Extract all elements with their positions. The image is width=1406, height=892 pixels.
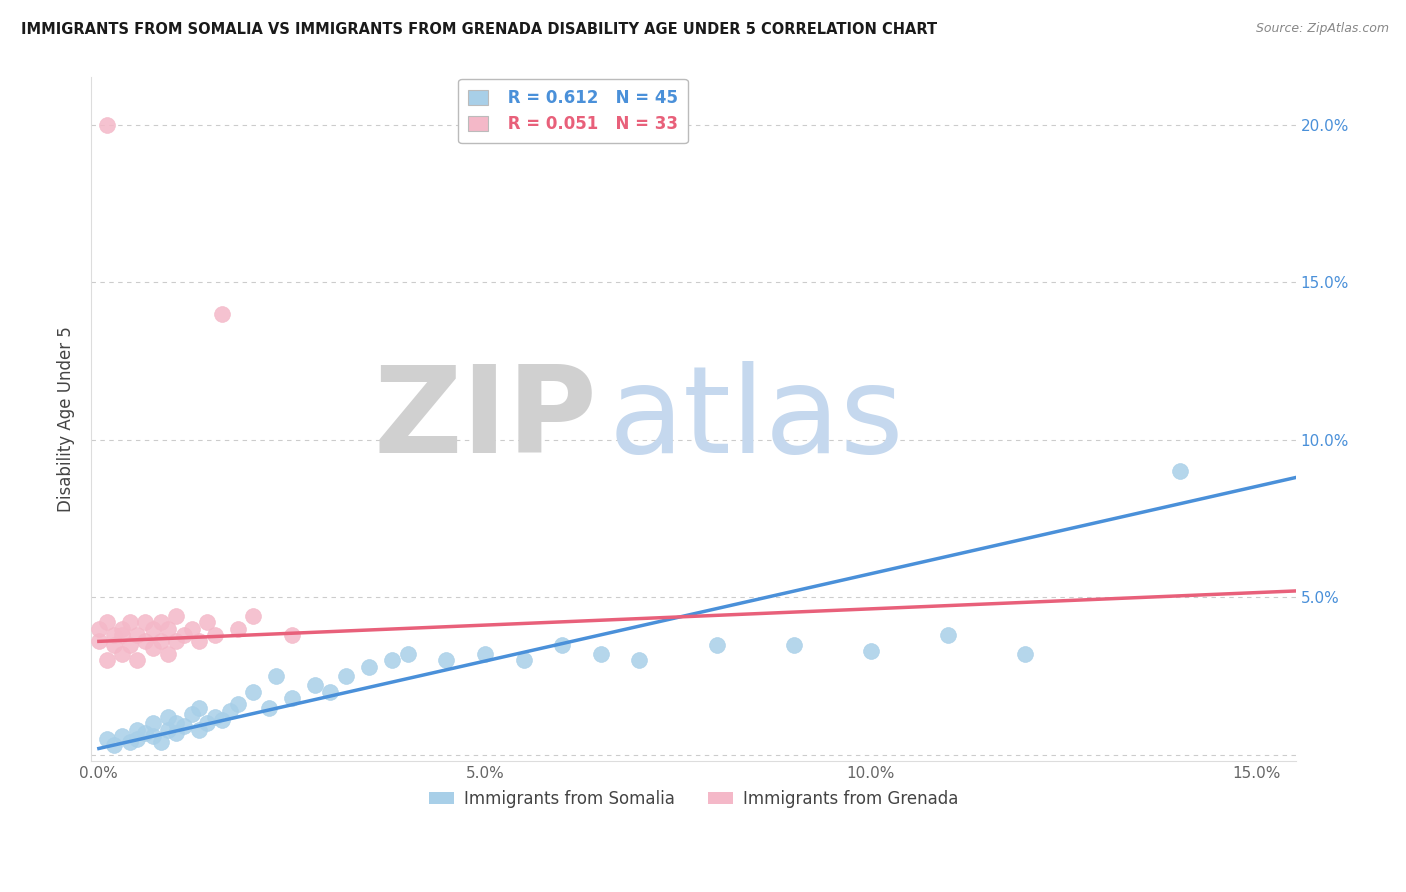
Point [204,710,226,724]
Point [165,716,187,731]
Point [111,647,134,661]
Point [257,700,280,714]
Point [512,653,534,667]
Point [157,622,180,636]
Point [157,647,180,661]
Point [434,653,457,667]
Point [96,118,118,132]
Point [180,706,202,721]
Point [111,729,134,743]
Point [195,615,218,630]
Point [127,723,149,737]
Point [936,628,959,642]
Point [103,638,125,652]
Point [180,622,202,636]
Point [242,609,264,624]
Point [1014,647,1036,661]
Point [226,698,249,712]
Point [381,653,404,667]
Point [127,653,149,667]
Point [96,732,118,747]
Point [134,725,156,739]
Point [96,653,118,667]
Point [157,710,180,724]
Point [195,716,218,731]
Point [142,716,165,731]
Point [142,729,165,743]
Point [149,615,172,630]
Point [87,622,110,636]
Point [157,723,180,737]
Point [266,669,288,683]
Point [783,638,806,652]
Text: Source: ZipAtlas.com: Source: ZipAtlas.com [1256,22,1389,36]
Text: ZIP: ZIP [373,360,598,478]
Point [211,713,233,727]
Point [149,634,172,648]
Text: atlas: atlas [609,360,904,478]
Point [281,628,304,642]
Point [1168,464,1191,478]
Point [188,634,211,648]
Point [127,628,149,642]
Point [103,739,125,753]
Point [149,735,172,749]
Legend: Immigrants from Somalia, Immigrants from Grenada: Immigrants from Somalia, Immigrants from… [422,783,965,814]
Point [173,719,195,733]
Point [118,735,141,749]
Point [127,732,149,747]
Point [226,622,249,636]
Point [304,678,326,692]
Point [134,634,156,648]
Point [204,628,226,642]
Point [142,640,165,655]
Point [165,634,187,648]
Point [359,659,381,673]
Point [96,615,118,630]
Point [211,307,233,321]
Point [118,638,141,652]
Point [111,628,134,642]
Point [706,638,728,652]
Point [628,653,651,667]
Text: IMMIGRANTS FROM SOMALIA VS IMMIGRANTS FROM GRENADA DISABILITY AGE UNDER 5 CORREL: IMMIGRANTS FROM SOMALIA VS IMMIGRANTS FR… [21,22,938,37]
Point [188,723,211,737]
Point [188,700,211,714]
Point [474,647,496,661]
Point [87,634,110,648]
Y-axis label: Disability Age Under 5: Disability Age Under 5 [58,326,75,512]
Point [219,704,242,718]
Point [118,615,141,630]
Point [589,647,612,661]
Point [103,628,125,642]
Point [242,685,264,699]
Point [859,644,882,658]
Point [173,628,195,642]
Point [396,647,419,661]
Point [165,609,187,624]
Point [165,725,187,739]
Point [335,669,357,683]
Point [111,622,134,636]
Point [551,638,574,652]
Point [319,685,342,699]
Point [134,615,156,630]
Point [142,622,165,636]
Point [281,691,304,706]
